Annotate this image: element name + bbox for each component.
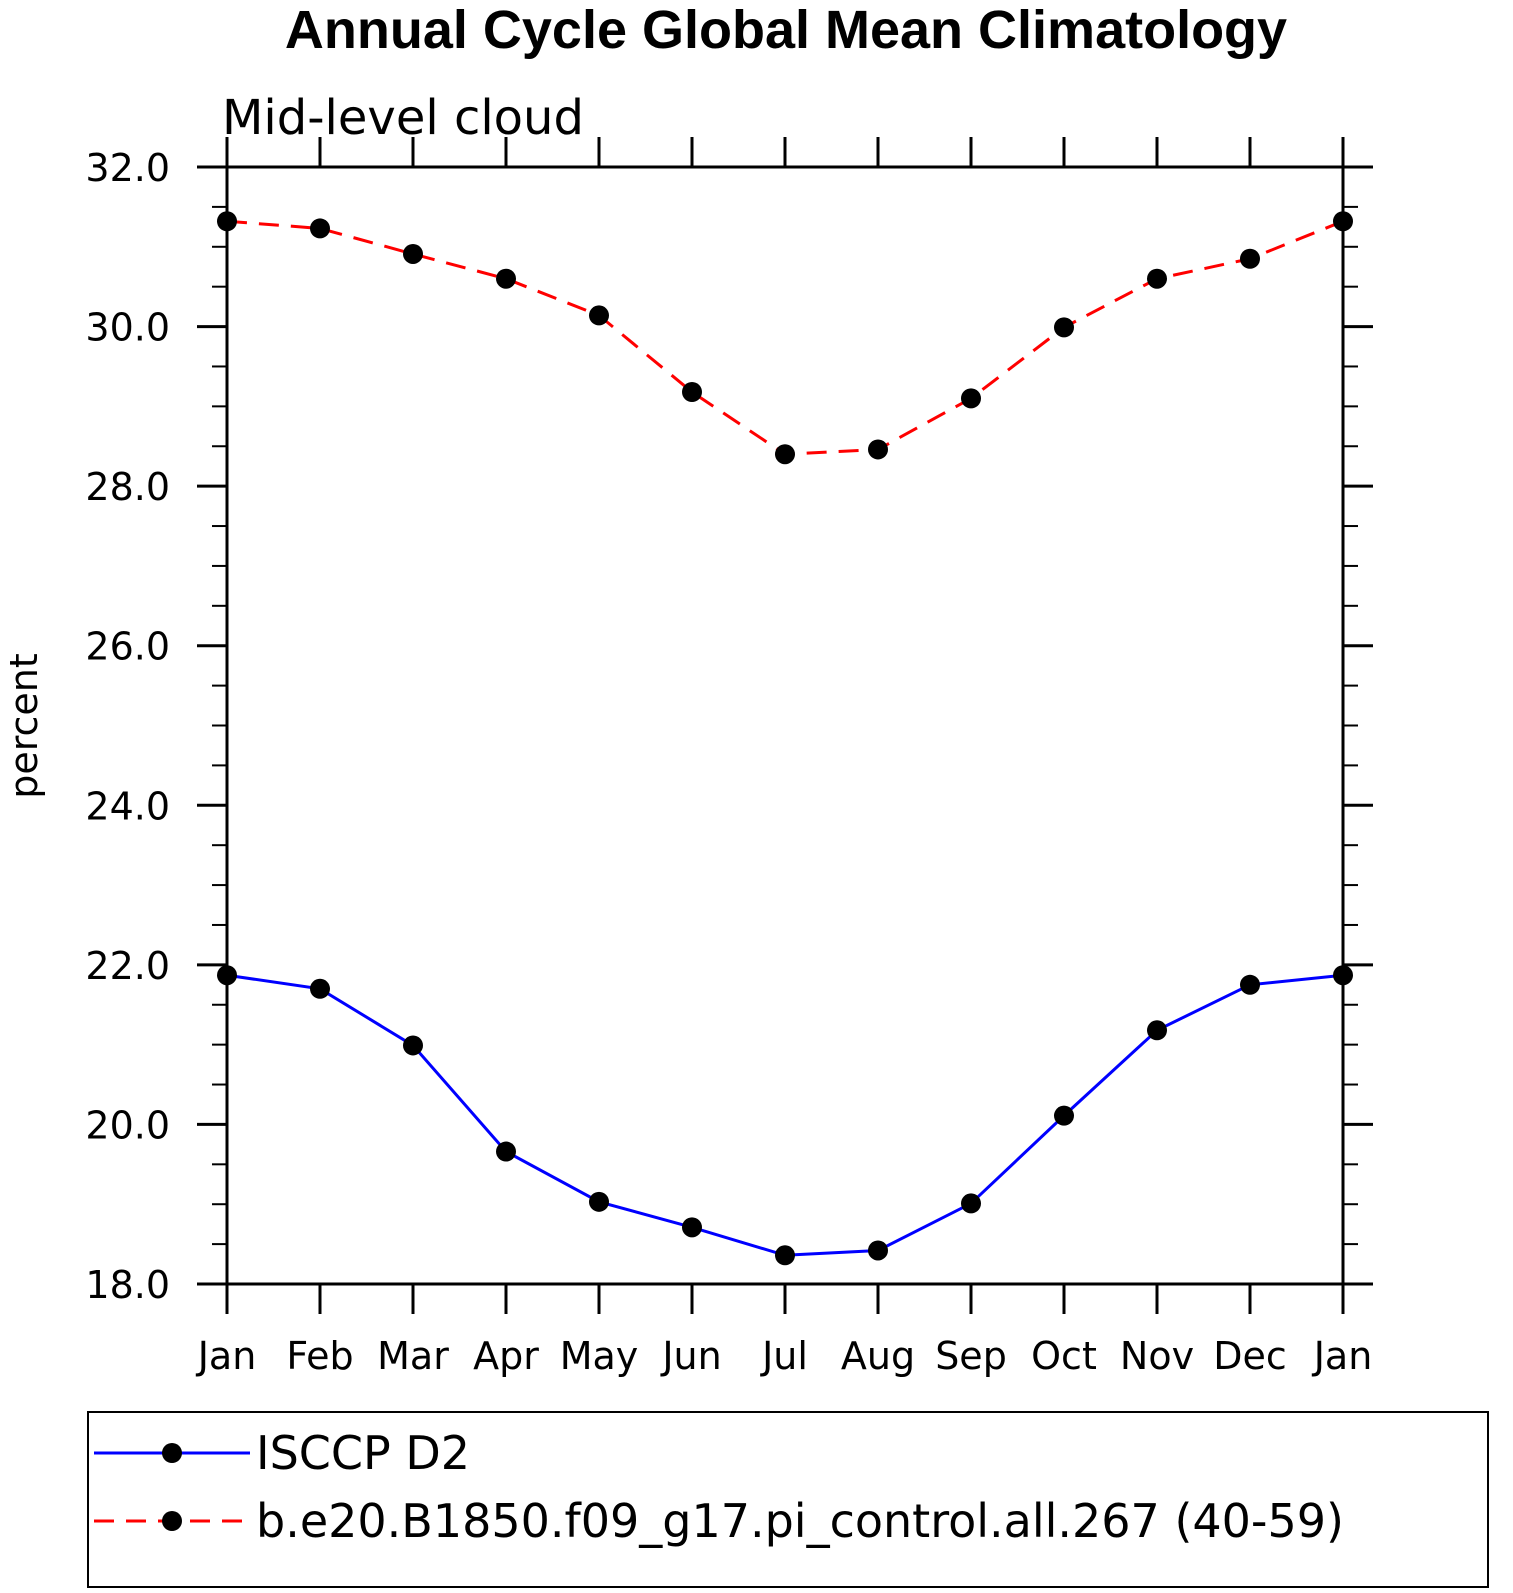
legend-marker xyxy=(162,1511,182,1531)
data-point xyxy=(1147,1020,1167,1041)
data-point xyxy=(1333,211,1353,232)
data-point xyxy=(217,965,237,986)
y-tick-label: 30.0 xyxy=(85,306,170,350)
data-point xyxy=(1240,248,1260,269)
x-tick-label: Dec xyxy=(1213,1334,1287,1378)
legend-label: ISCCP D2 xyxy=(256,1426,470,1480)
x-tick-label: Oct xyxy=(1031,1334,1097,1378)
x-tick-label: Sep xyxy=(935,1334,1007,1378)
chart-subtitle: Mid-level cloud xyxy=(222,90,584,146)
x-tick-label: Mar xyxy=(377,1334,449,1378)
data-point xyxy=(868,439,888,460)
data-point xyxy=(775,1245,795,1266)
x-tick-label: Apr xyxy=(473,1334,539,1378)
data-point xyxy=(682,381,702,402)
y-tick-label: 20.0 xyxy=(85,1103,170,1147)
data-point xyxy=(589,1191,609,1212)
x-tick-label: Jul xyxy=(760,1334,808,1378)
data-point xyxy=(1054,1105,1074,1126)
data-point xyxy=(1147,268,1167,289)
legend-label: b.e20.B1850.f09_g17.pi_control.all.267 (… xyxy=(256,1494,1344,1548)
x-tick-label: Nov xyxy=(1120,1334,1194,1378)
data-point xyxy=(961,1193,981,1214)
series-1 xyxy=(217,965,1353,1266)
data-point xyxy=(496,268,516,289)
data-point xyxy=(775,444,795,465)
data-point xyxy=(310,978,330,999)
y-axis-label: percent xyxy=(2,653,46,799)
series-2 xyxy=(217,211,1353,465)
y-tick-label: 24.0 xyxy=(85,784,170,828)
series-line xyxy=(226,973,1344,1257)
data-point xyxy=(310,218,330,239)
series-line xyxy=(226,219,1344,456)
plot-axes: 18.0 20.0 22.0 24.0 26.0 28.0 30.0 32.0 Jan Feb Ma… xyxy=(85,137,1373,1378)
x-tick-label: Jan xyxy=(196,1334,257,1378)
data-point xyxy=(1054,317,1074,338)
legend: ISCCP D2 b.e20.B1850.f09_g17.pi_control.a… xyxy=(87,1411,1489,1588)
y-tick-label: 22.0 xyxy=(85,944,170,988)
x-tick-label: Aug xyxy=(841,1334,915,1378)
legend-box xyxy=(87,1411,1489,1588)
x-tick-label: Jun xyxy=(660,1334,721,1378)
data-point xyxy=(961,388,981,409)
data-point xyxy=(589,305,609,326)
y-tick-label: 18.0 xyxy=(85,1263,170,1307)
data-point xyxy=(1240,974,1260,995)
y-tick-label: 32.0 xyxy=(85,146,170,190)
legend-marker xyxy=(162,1443,182,1463)
x-tick-label: Jan xyxy=(1312,1334,1373,1378)
chart-title: Annual Cycle Global Mean Climatology xyxy=(285,0,1287,60)
y-tick-label: 26.0 xyxy=(85,625,170,669)
x-tick-label: May xyxy=(560,1334,639,1378)
data-point xyxy=(868,1240,888,1261)
y-tick-label: 28.0 xyxy=(85,465,170,509)
data-point xyxy=(682,1217,702,1238)
data-point xyxy=(217,211,237,232)
data-point xyxy=(496,1141,516,1162)
x-tick-label: Feb xyxy=(286,1334,353,1378)
series-layer xyxy=(217,211,1353,1266)
data-point xyxy=(1333,965,1353,986)
data-point xyxy=(403,1035,423,1056)
data-point xyxy=(403,243,423,264)
